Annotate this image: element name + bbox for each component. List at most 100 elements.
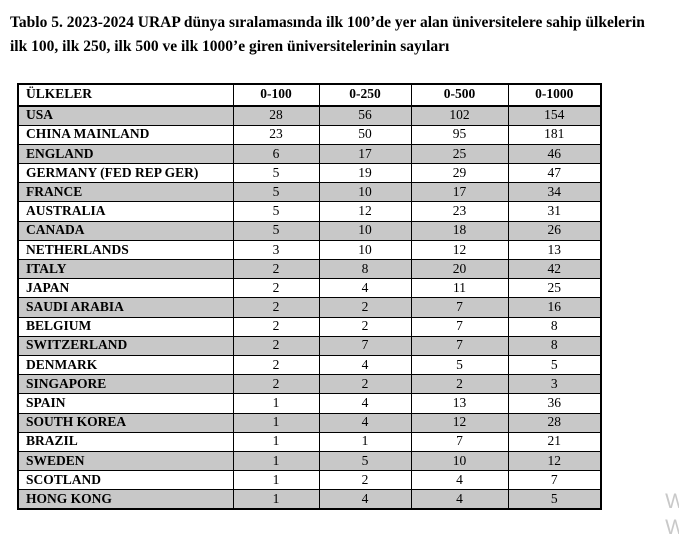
- country-cell: JAPAN: [17, 278, 234, 299]
- value-cell: 1: [232, 470, 320, 491]
- table-row: HONG KONG 1 4 4 5: [17, 489, 602, 510]
- table-row: SOUTH KOREA 1 4 12 28: [17, 412, 602, 433]
- country-cell: SAUDI ARABIA: [17, 297, 234, 318]
- country-cell: BRAZIL: [17, 431, 234, 452]
- value-cell: 5: [410, 354, 509, 376]
- table-row: ITALY 2 8 20 42: [17, 259, 602, 280]
- value-cell: 2: [318, 470, 412, 491]
- value-cell: 4: [318, 354, 412, 376]
- value-cell: 3: [232, 239, 320, 261]
- table-row: CHINA MAINLAND 23 50 95 181: [17, 124, 602, 145]
- country-ranking-table: ÜLKELER 0-100 0-250 0-500 0-1000 USA 28 56 102 1…: [17, 83, 602, 511]
- document-page: Tablo 5. 2023-2024 URAP dünya sıralaması…: [0, 11, 679, 539]
- value-cell: 10: [318, 182, 412, 203]
- value-cell: 28: [232, 105, 320, 126]
- value-cell: 5: [232, 220, 320, 241]
- value-cell: 17: [410, 182, 509, 203]
- country-cell: FRANCE: [17, 182, 234, 203]
- table-row: GERMANY (FED REP GER) 5 19 29 47: [17, 163, 602, 184]
- value-cell: 4: [318, 489, 412, 510]
- value-cell: 5: [507, 489, 602, 510]
- watermark-line-2: W: [665, 516, 679, 540]
- value-cell: 2: [232, 335, 320, 356]
- value-cell: 1: [232, 450, 320, 472]
- value-cell: 36: [507, 393, 602, 414]
- value-cell: 29: [410, 163, 509, 184]
- value-cell: 10: [410, 450, 509, 472]
- value-cell: 5: [318, 450, 412, 472]
- value-cell: 17: [318, 143, 412, 165]
- country-cell: SOUTH KOREA: [17, 412, 234, 433]
- table-row: CANADA 5 10 18 26: [17, 220, 602, 241]
- table-row: SINGAPORE 2 2 2 3: [17, 374, 602, 395]
- value-cell: 2: [318, 297, 412, 318]
- table-row: SCOTLAND 1 2 4 7: [17, 470, 602, 491]
- value-cell: 25: [507, 278, 602, 299]
- value-cell: 19: [318, 163, 412, 184]
- table-row: AUSTRALIA 5 12 23 31: [17, 201, 602, 222]
- value-cell: 8: [507, 316, 602, 337]
- value-cell: 5: [232, 182, 320, 203]
- table-row: USA 28 56 102 154: [17, 105, 602, 126]
- value-cell: 20: [410, 259, 509, 280]
- table-caption: Tablo 5. 2023-2024 URAP dünya sıralaması…: [10, 11, 671, 59]
- value-cell: 56: [318, 105, 412, 126]
- value-cell: 25: [410, 143, 509, 165]
- value-cell: 12: [410, 412, 509, 433]
- value-cell: 102: [410, 105, 509, 126]
- country-cell: ENGLAND: [17, 143, 234, 165]
- value-cell: 13: [507, 239, 602, 261]
- value-cell: 10: [318, 239, 412, 261]
- value-cell: 1: [232, 393, 320, 414]
- value-cell: 7: [410, 316, 509, 337]
- value-cell: 13: [410, 393, 509, 414]
- country-cell: BELGIUM: [17, 316, 234, 337]
- value-cell: 47: [507, 163, 602, 184]
- table-row: JAPAN 2 4 11 25: [17, 278, 602, 299]
- value-cell: 1: [232, 431, 320, 452]
- table-row: ENGLAND 6 17 25 46: [17, 143, 602, 165]
- value-cell: 8: [318, 259, 412, 280]
- value-cell: 2: [232, 354, 320, 376]
- value-cell: 11: [410, 278, 509, 299]
- value-cell: 12: [318, 201, 412, 222]
- country-cell: AUSTRALIA: [17, 201, 234, 222]
- value-cell: 6: [232, 143, 320, 165]
- value-cell: 5: [232, 163, 320, 184]
- value-cell: 5: [507, 354, 602, 376]
- value-cell: 7: [410, 335, 509, 356]
- table-body: USA 28 56 102 154 CHINA MAINLAND 23 50 95 181 ENGL…: [17, 105, 602, 510]
- country-cell: HONG KONG: [17, 489, 234, 510]
- country-cell: NETHERLANDS: [17, 239, 234, 261]
- table-row: SAUDI ARABIA 2 2 7 16: [17, 297, 602, 318]
- value-cell: 7: [507, 470, 602, 491]
- value-cell: 26: [507, 220, 602, 241]
- table-row: BELGIUM 2 2 7 8: [17, 316, 602, 337]
- value-cell: 2: [318, 316, 412, 337]
- value-cell: 2: [318, 374, 412, 395]
- value-cell: 7: [410, 431, 509, 452]
- value-cell: 18: [410, 220, 509, 241]
- value-cell: 1: [318, 431, 412, 452]
- country-cell: SINGAPORE: [17, 374, 234, 395]
- value-cell: 95: [410, 124, 509, 145]
- header-cell-countries: ÜLKELER: [17, 83, 234, 107]
- table-row: SWITZERLAND 2 7 7 8: [17, 335, 602, 356]
- country-cell: GERMANY (FED REP GER): [17, 163, 234, 184]
- value-cell: 154: [507, 105, 602, 126]
- value-cell: 4: [410, 489, 509, 510]
- watermark: W W: [665, 489, 679, 542]
- header-row: ÜLKELER 0-100 0-250 0-500 0-1000: [17, 83, 602, 107]
- country-cell: SPAIN: [17, 393, 234, 414]
- value-cell: 46: [507, 143, 602, 165]
- value-cell: 16: [507, 297, 602, 318]
- value-cell: 42: [507, 259, 602, 280]
- value-cell: 8: [507, 335, 602, 356]
- country-cell: ITALY: [17, 259, 234, 280]
- table-row: DENMARK 2 4 5 5: [17, 354, 602, 376]
- table-row: NETHERLANDS 3 10 12 13: [17, 239, 602, 261]
- value-cell: 4: [318, 412, 412, 433]
- value-cell: 12: [410, 239, 509, 261]
- watermark-line-1: W: [665, 490, 679, 513]
- country-cell: CHINA MAINLAND: [17, 124, 234, 145]
